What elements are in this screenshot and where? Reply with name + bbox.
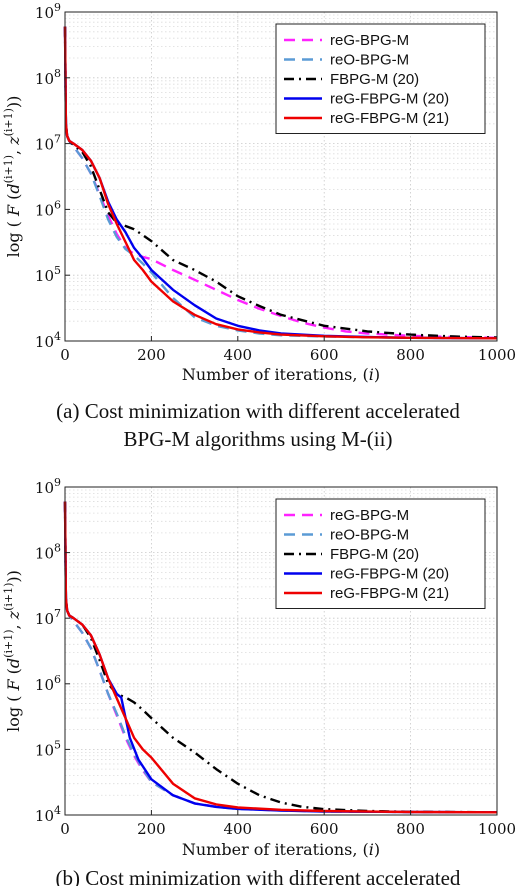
x-tick-label: 600 bbox=[310, 346, 339, 364]
y-axis-label: log ( F (d(i+1), z(i+1))) bbox=[2, 570, 23, 732]
y-tick-label: 108 bbox=[35, 67, 61, 88]
legend-label-1: reO-BPG-M bbox=[330, 52, 409, 69]
y-tick-label: 107 bbox=[35, 133, 61, 154]
y-tick-label: 104 bbox=[35, 804, 61, 825]
chart-panel-b: 0 200 400 600 800 1000 104 105 106 107 108 109 Numbe… bbox=[2, 476, 516, 886]
x-axis-label: Number of iterations, (i) bbox=[182, 365, 380, 384]
legend-label-2: FBPG-M (20) bbox=[330, 71, 419, 88]
legend-label-3: reG-FBPG-M (20) bbox=[330, 566, 449, 583]
legend-label-4: reG-FBPG-M (21) bbox=[330, 110, 449, 127]
caption-line: BPG-M algorithms using M-(ii) bbox=[124, 427, 393, 451]
series-line-1 bbox=[63, 26, 498, 340]
x-tick-label: 1000 bbox=[478, 346, 516, 364]
y-tick-label: 109 bbox=[35, 476, 61, 497]
x-tick-label: 600 bbox=[310, 820, 339, 838]
legend-label-2: FBPG-M (20) bbox=[330, 546, 419, 563]
x-tick-label: 800 bbox=[396, 820, 425, 838]
y-tick-label: 107 bbox=[35, 607, 61, 628]
y-tick-label: 105 bbox=[35, 264, 61, 285]
chart-panel-a: 0 200 400 600 800 1000 104 105 106 107 108 109 Numbe… bbox=[2, 1, 516, 451]
plot-frame bbox=[64, 486, 498, 816]
legend-label-0: reG-BPG-M bbox=[330, 32, 409, 49]
x-tick-label: 200 bbox=[137, 346, 166, 364]
legend: reG-BPG-M reO-BPG-M FBPG-M (20) reG-FBPG-M … bbox=[275, 23, 486, 134]
caption-line: (a) Cost minimization with different acc… bbox=[56, 399, 460, 423]
y-tick-label: 105 bbox=[35, 738, 61, 759]
legend-label-3: reG-FBPG-M (20) bbox=[330, 91, 449, 108]
caption-line: (b) Cost minimization with different acc… bbox=[56, 866, 461, 886]
plot-frame bbox=[64, 11, 498, 342]
x-tick-label: 0 bbox=[60, 820, 70, 838]
x-tick-label: 0 bbox=[60, 346, 70, 364]
y-tick-label: 106 bbox=[35, 198, 61, 219]
legend: reG-BPG-M reO-BPG-M FBPG-M (20) reG-FBPG-M … bbox=[275, 498, 486, 609]
x-tick-label: 800 bbox=[396, 346, 425, 364]
legend-label-0: reG-BPG-M bbox=[330, 507, 409, 524]
y-axis-label: log ( F (d(i+1), z(i+1))) bbox=[2, 96, 23, 258]
legend-label-1: reO-BPG-M bbox=[330, 527, 409, 544]
series-line-4 bbox=[63, 26, 498, 340]
y-tick-label: 109 bbox=[35, 1, 61, 22]
x-tick-label: 200 bbox=[137, 820, 166, 838]
legend-label-4: reG-FBPG-M (21) bbox=[330, 585, 449, 602]
y-tick-label: 104 bbox=[35, 330, 61, 351]
series-line-4 bbox=[63, 501, 498, 814]
x-tick-label: 1000 bbox=[478, 820, 516, 838]
x-tick-label: 400 bbox=[223, 346, 252, 364]
y-tick-label: 106 bbox=[35, 673, 61, 694]
x-tick-label: 400 bbox=[223, 820, 252, 838]
x-axis-label: Number of iterations, (i) bbox=[182, 840, 380, 859]
y-tick-label: 108 bbox=[35, 542, 61, 563]
